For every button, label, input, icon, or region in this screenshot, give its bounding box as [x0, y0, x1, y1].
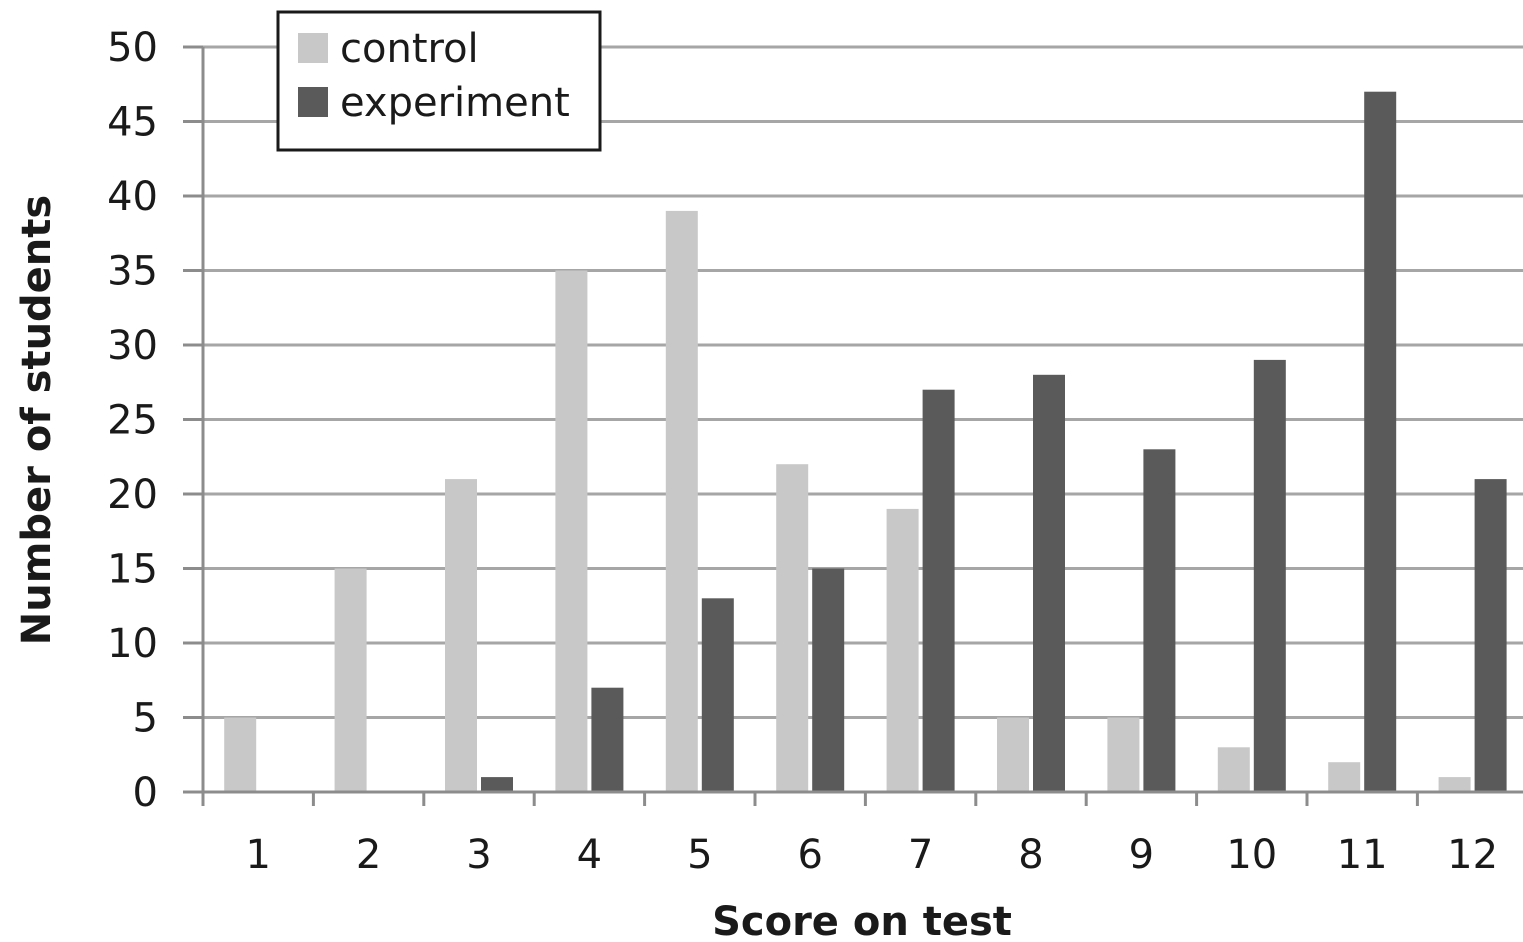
bar-control-11: [1328, 762, 1361, 792]
y-tick-label-45: 45: [107, 100, 158, 146]
x-axis-title: Score on test: [712, 899, 1012, 942]
bar-control-6: [776, 464, 809, 792]
y-tick-label-35: 35: [107, 249, 158, 295]
y-tick-label-5: 5: [133, 696, 158, 742]
bar-control-4: [555, 270, 588, 792]
bar-control-2: [334, 568, 367, 792]
legend: control experiment: [276, 10, 602, 152]
y-tick-label-30: 30: [107, 323, 158, 369]
y-axis-title: Number of students: [14, 195, 60, 645]
bar-control-7: [886, 508, 919, 792]
x-tick-label-2: 2: [356, 832, 381, 878]
bar-experiment-9: [1143, 449, 1176, 792]
y-tick-label-50: 50: [107, 25, 158, 71]
bar-control-12: [1438, 777, 1471, 792]
bar-experiment-12: [1474, 479, 1507, 792]
legend-swatch-experiment: [298, 87, 328, 117]
bar-experiment-8: [1033, 374, 1065, 792]
x-tick-label-5: 5: [687, 832, 712, 878]
bar-control-1: [224, 717, 257, 792]
y-tick-label-15: 15: [107, 547, 158, 593]
y-axis-ticks: 0 5 10 15 20 25 30 35 40 45 50: [107, 25, 203, 816]
bar-control-8: [997, 717, 1029, 792]
bar-experiment-10: [1253, 359, 1286, 792]
y-tick-label-40: 40: [107, 174, 158, 220]
y-tick-label-0: 0: [133, 770, 158, 816]
bar-experiment-6: [812, 568, 845, 792]
x-tick-label-4: 4: [577, 832, 602, 878]
y-tick-label-10: 10: [107, 621, 158, 667]
bar-control-3: [445, 479, 477, 792]
legend-label-control: control: [340, 26, 479, 72]
bar-experiment-7: [922, 389, 955, 792]
bar-experiment-3: [481, 777, 513, 792]
x-tick-label-11: 11: [1337, 832, 1388, 878]
legend-label-experiment: experiment: [340, 80, 570, 126]
x-tick-label-10: 10: [1226, 832, 1277, 878]
bar-control-5: [665, 210, 698, 792]
x-tick-label-3: 3: [466, 832, 491, 878]
legend-box: [276, 10, 602, 152]
x-tick-label-12: 12: [1447, 832, 1498, 878]
bar-experiment-4: [591, 687, 624, 792]
bar-experiment-11: [1364, 91, 1397, 792]
bar-control-10: [1217, 747, 1250, 792]
bar-experiment-5: [701, 598, 734, 792]
y-tick-label-20: 20: [107, 472, 158, 518]
x-tick-label-6: 6: [797, 832, 822, 878]
bar-control-9: [1107, 717, 1140, 792]
x-tick-label-8: 8: [1018, 832, 1043, 878]
bars: [224, 91, 1507, 792]
legend-swatch-control: [298, 33, 328, 63]
gridlines: [203, 45, 1523, 719]
x-tick-label-7: 7: [908, 832, 933, 878]
x-tick-label-1: 1: [245, 832, 270, 878]
x-tick-label-9: 9: [1129, 832, 1154, 878]
y-tick-label-25: 25: [107, 398, 158, 444]
x-axis-ticks: 1 2 3 4 5 6 7 8 9 10 11 12: [201, 792, 1498, 878]
